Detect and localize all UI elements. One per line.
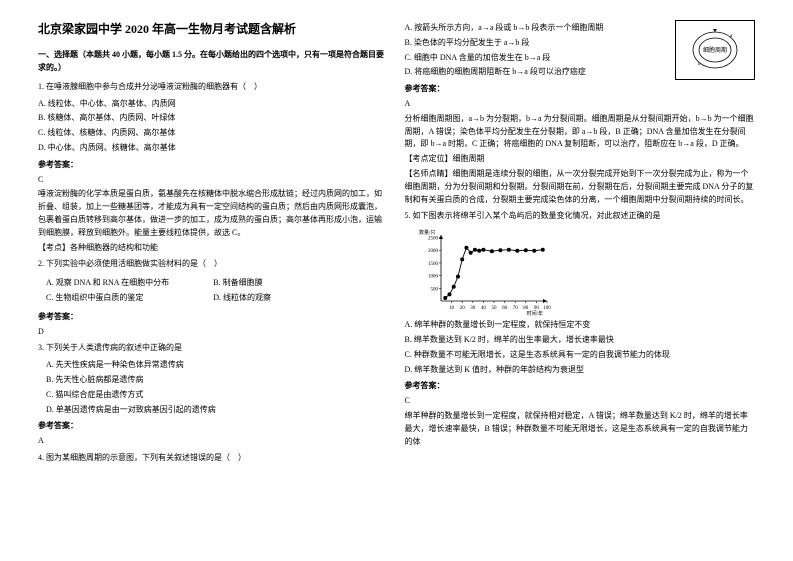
q5-ans: C bbox=[405, 395, 756, 408]
svg-text:2000: 2000 bbox=[428, 249, 439, 254]
q2-D: D. 线粒体的观察 bbox=[213, 292, 388, 305]
q1-D: D. 中心体、内质网、核糖体、高尔基体 bbox=[38, 142, 389, 155]
q4-kp-label: 【考点定位】细胞周期 bbox=[405, 153, 756, 166]
svg-text:40: 40 bbox=[480, 306, 486, 311]
q1-explanation: 唾液淀粉酶的化学本质是蛋白质，氨基酸先在核糖体中脱水缩合形成肽链；经过内质网的加… bbox=[38, 188, 389, 239]
cell-cycle-diagram: 细胞周期 a b bbox=[675, 20, 755, 80]
diagram-label: 细胞周期 bbox=[703, 46, 727, 54]
svg-text:60: 60 bbox=[502, 306, 508, 311]
doc-title: 北京梁家园中学 2020 年高一生物月考试题含解析 bbox=[38, 20, 389, 39]
right-column: 细胞周期 a b A. 按箭头所示方向，a→a 段或 b→b 段表示一个细胞周期… bbox=[397, 20, 764, 541]
q5-explanation: 绵羊种群的数量增长到一定程度，就保持相对稳定，A 错误；绵羊数量达到 K/2 时… bbox=[405, 410, 756, 448]
q3-ans: A bbox=[38, 435, 389, 448]
svg-text:10: 10 bbox=[449, 306, 455, 311]
left-column: 北京梁家园中学 2020 年高一生物月考试题含解析 一、选择题（本题共 40 小… bbox=[30, 20, 397, 541]
q3-B: B. 先天性心脏病都是遗传病 bbox=[38, 374, 389, 387]
svg-text:1500: 1500 bbox=[428, 262, 439, 267]
svg-text:500: 500 bbox=[430, 287, 438, 292]
q3-C: C. 猫叫综合症是由遗传方式 bbox=[38, 389, 389, 402]
svg-text:20: 20 bbox=[459, 306, 465, 311]
q2-B: B. 制备细胞膜 bbox=[213, 277, 388, 290]
q2-A: A. 观察 DNA 和 RNA 在细胞中分布 bbox=[38, 277, 213, 290]
q1-C: C. 线粒体、核糖体、内质网、高尔基体 bbox=[38, 127, 389, 140]
svg-text:1000: 1000 bbox=[428, 275, 439, 280]
q1-ans-label: 参考答案： bbox=[38, 159, 389, 172]
q4-explanation: 分析细胞周期图，a→b 为分裂期，b→a 为分裂间期。细胞周期是从分裂间期开始，… bbox=[405, 113, 756, 151]
svg-text:100: 100 bbox=[543, 306, 551, 311]
q3-ans-label: 参考答案： bbox=[38, 420, 389, 433]
q4-ans-label: 参考答案： bbox=[405, 83, 756, 96]
svg-text:50: 50 bbox=[491, 306, 497, 311]
q1-A: A. 线粒体、中心体、高尔基体、内质网 bbox=[38, 98, 389, 111]
q5-C: C. 种群数量不可能无限增长，这是生态系统具有一定的自我调节能力的体现 bbox=[405, 349, 756, 362]
q3-D: D. 单基因遗传病是由一对致病基因引起的遗传病 bbox=[38, 404, 389, 417]
q5-D: D. 绵羊数量达到 K 值时，种群的年龄结构为衰退型 bbox=[405, 364, 756, 377]
q1-ans: C bbox=[38, 174, 389, 187]
q4-kp2: 【名师点睛】细胞周期是连续分裂的细胞，从一次分裂完成开始到下一次分裂完成为止，称… bbox=[405, 168, 756, 206]
q5-B: B. 绵羊数量达到 K/2 时，绵羊的出生率最大，增长速率最快 bbox=[405, 334, 756, 347]
svg-text:80: 80 bbox=[523, 306, 529, 311]
q2-ans: D bbox=[38, 326, 389, 339]
q5-stem: 5. 如下图表示将绵羊引入某个岛屿后的数量变化情况，对此叙述正确的是 bbox=[405, 210, 756, 223]
q2-ans-label: 参考答案： bbox=[38, 311, 389, 324]
q1-B: B. 核糖体、高尔基体、内质网、叶绿体 bbox=[38, 112, 389, 125]
svg-text:数量/只: 数量/只 bbox=[419, 229, 435, 236]
svg-text:2500: 2500 bbox=[428, 237, 439, 242]
q3-stem: 3. 下列关于人类遗传病的叙述中正确的是 bbox=[38, 342, 389, 355]
svg-text:70: 70 bbox=[512, 306, 518, 311]
svg-text:30: 30 bbox=[470, 306, 476, 311]
sheep-population-chart: 500 1000 1500 2000 2500 10 20 30 40 50 60 70 80 90 100… bbox=[413, 227, 553, 317]
q4-ans: A bbox=[405, 98, 756, 111]
section-1-header: 一、选择题（本题共 40 小题，每小题 1.5 分。在每小题给出的四个选项中，只… bbox=[38, 49, 389, 75]
svg-text:b: b bbox=[698, 62, 701, 67]
q4-stem: 4. 图为某细胞周期的示意图，下列有关叙述错误的是（ ） bbox=[38, 452, 389, 465]
svg-text:90: 90 bbox=[533, 306, 539, 311]
q3-A: A. 先天性疾病是一种染色体异常遗传病 bbox=[38, 359, 389, 372]
q2-C: C. 生物组织中蛋白质的鉴定 bbox=[38, 292, 213, 305]
q2-stem: 2. 下列实验中必须使用活细胞做实验材料的是（ ） bbox=[38, 258, 389, 271]
q1-stem: 1. 在唾液腺细胞中参与合成并分泌唾液淀粉酶的细胞器有（ ） bbox=[38, 81, 389, 94]
q5-A: A. 绵羊种群的数量增长到一定程度，就保持恒定不变 bbox=[405, 319, 756, 332]
svg-text:时间/年: 时间/年 bbox=[526, 310, 542, 317]
q5-ans-label: 参考答案： bbox=[405, 380, 756, 393]
q1-keypoint: 【考点】各种细胞器的结构和功能 bbox=[38, 242, 389, 255]
svg-text:a: a bbox=[730, 34, 733, 39]
